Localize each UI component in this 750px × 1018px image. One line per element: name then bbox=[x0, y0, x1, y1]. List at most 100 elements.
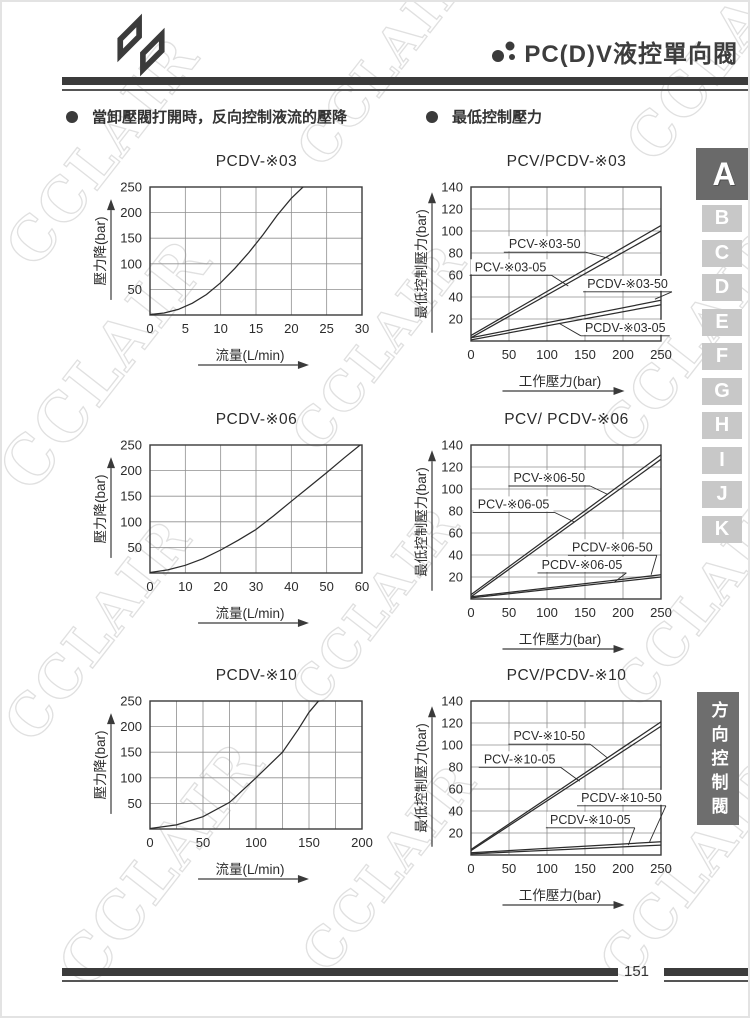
leader-line bbox=[560, 766, 580, 782]
series-line bbox=[471, 841, 661, 854]
leader-line bbox=[654, 291, 673, 300]
sidebar-tab-K: K bbox=[702, 515, 742, 543]
sidebar-tab-B: B bbox=[702, 205, 742, 232]
label-mask bbox=[578, 789, 665, 805]
x-tick-label: 20 bbox=[284, 321, 298, 336]
y-tick-label: 40 bbox=[449, 290, 463, 305]
y-axis-arrow-icon bbox=[428, 450, 436, 462]
series-line bbox=[471, 721, 661, 851]
footer-rule-thin-left bbox=[62, 980, 618, 982]
x-axis-label: 工作壓力(bar) bbox=[519, 632, 602, 647]
sidebar-tab-A: A bbox=[696, 148, 748, 200]
x-tick-label: 10 bbox=[213, 321, 227, 336]
y-axis-label: 最低控制壓力(bar) bbox=[414, 209, 429, 319]
section-title: 當卸壓閥打開時，反向控制液流的壓降 bbox=[92, 109, 348, 126]
label-mask bbox=[509, 470, 590, 485]
x-tick-label: 50 bbox=[196, 835, 210, 850]
y-tick-label: 20 bbox=[449, 312, 463, 327]
y-tick-label: 140 bbox=[441, 694, 463, 709]
chart-pcv-pcdv-x03: PCV/PCDV-※03 0 50 100 150 200 250 20 40 60 80 100 1… bbox=[407, 152, 712, 412]
series-label: PCDV-※03-50 bbox=[587, 277, 668, 291]
x-axis-label: 工作壓力(bar) bbox=[519, 888, 602, 903]
x-tick-label: 50 bbox=[502, 605, 516, 620]
y-axis-label: 壓力降(bar) bbox=[93, 730, 108, 799]
y-tick-label: 250 bbox=[120, 438, 142, 453]
x-tick-label: 100 bbox=[536, 605, 558, 620]
y-tick-label: 120 bbox=[441, 716, 463, 731]
x-tick-label: 200 bbox=[612, 347, 634, 362]
label-mask bbox=[584, 275, 671, 291]
leader-line bbox=[650, 555, 658, 575]
y-tick-label: 100 bbox=[120, 514, 142, 529]
x-tick-label: 15 bbox=[249, 321, 263, 336]
label-mask bbox=[504, 236, 585, 252]
sidebar-tab-E: E bbox=[702, 308, 742, 336]
x-axis-arrow-icon bbox=[297, 875, 309, 883]
series-line bbox=[471, 299, 661, 339]
page-title: PC(D)V液控單向閥 bbox=[524, 41, 738, 68]
chart-title: PCV/ PCDV-※06 bbox=[504, 411, 629, 428]
chart-svg: 0 50 100 150 200 250 20 40 60 80 100 120 140 PCV-※10-… bbox=[414, 694, 672, 909]
x-tick-label: 30 bbox=[355, 321, 369, 336]
x-tick-label: 30 bbox=[249, 579, 263, 594]
chart-svg: 0 50 100 150 200 250 20 40 60 80 100 120 140 PCV-※06-… bbox=[414, 438, 672, 653]
x-axis-arrow-icon bbox=[613, 901, 625, 909]
series-label: PCV-※03-05 bbox=[475, 260, 547, 274]
series-label: PCV-※06-05 bbox=[478, 497, 550, 511]
dots-icon bbox=[492, 41, 516, 62]
y-tick-label: 60 bbox=[449, 526, 463, 541]
section-heading-pressure-drop: 當卸壓閥打開時，反向控制液流的壓降 bbox=[66, 106, 347, 127]
leader-line bbox=[558, 323, 582, 337]
y-tick-label: 140 bbox=[441, 438, 463, 453]
y-axis-label: 最低控制壓力(bar) bbox=[414, 723, 429, 833]
chart-title: PCV/PCDV-※10 bbox=[506, 667, 627, 684]
y-tick-label: 40 bbox=[449, 804, 463, 819]
chart-svg: 0 50 100 150 200 250 20 40 60 80 100 120 140 PCV-※03-… bbox=[414, 180, 673, 395]
x-tick-label: 150 bbox=[574, 605, 596, 620]
x-tick-label: 250 bbox=[650, 347, 672, 362]
series-line bbox=[471, 458, 661, 598]
series-label: PCV-※10-05 bbox=[484, 752, 556, 766]
y-axis-label: 壓力降(bar) bbox=[93, 474, 108, 543]
x-axis-label: 工作壓力(bar) bbox=[519, 374, 602, 389]
leader-line bbox=[589, 485, 608, 495]
series-line bbox=[471, 224, 661, 337]
label-mask bbox=[546, 811, 634, 827]
section-title: 最低控制壓力 bbox=[452, 109, 543, 126]
series-line bbox=[471, 304, 661, 341]
chart-svg: 0 10 20 30 40 50 60 50 100 150 200 250 流量(L/min) 壓力降(… bbox=[93, 438, 369, 627]
y-tick-label: 200 bbox=[120, 463, 142, 478]
y-tick-label: 50 bbox=[128, 540, 142, 555]
chart-title: PCDV-※06 bbox=[215, 411, 298, 428]
series-label: PCV-※06-50 bbox=[513, 471, 585, 485]
series-label: PCDV-※10-05 bbox=[550, 813, 631, 827]
x-tick-label: 100 bbox=[245, 835, 267, 850]
chart-pcdv-x06: PCDV-※06 0 10 20 30 40 50 60 50 100 150 200 250 流量(L… bbox=[72, 410, 407, 643]
x-tick-label: 0 bbox=[467, 605, 474, 620]
y-axis-label: 最低控制壓力(bar) bbox=[414, 467, 429, 577]
x-tick-label: 200 bbox=[351, 835, 373, 850]
chart-pcv-pcdv-x10: PCV/PCDV-※10 0 50 100 150 200 250 20 40 60 80 100 1… bbox=[407, 666, 712, 926]
bullet-icon bbox=[426, 110, 438, 123]
sidebar-tab-J: J bbox=[702, 481, 742, 508]
page-header: PC(D)V液控單向閥 bbox=[491, 34, 738, 69]
y-tick-label: 100 bbox=[441, 482, 463, 497]
y-tick-label: 20 bbox=[449, 826, 463, 841]
chart-title: PCDV-※10 bbox=[215, 667, 298, 684]
section-heading-min-control-pressure: 最低控制壓力 bbox=[426, 106, 542, 127]
header-rule-thin bbox=[62, 89, 748, 91]
leader-line bbox=[589, 743, 609, 759]
series-label: PCDV-※06-50 bbox=[572, 540, 653, 554]
y-tick-label: 150 bbox=[120, 745, 142, 760]
footer-rule-thin-right bbox=[664, 980, 748, 982]
x-tick-label: 25 bbox=[319, 321, 333, 336]
series-label: PCDV-※03-05 bbox=[585, 321, 666, 335]
x-tick-label: 40 bbox=[284, 579, 298, 594]
label-mask bbox=[538, 556, 626, 572]
brand-logo bbox=[108, 12, 174, 78]
series-label: PCDV-※10-50 bbox=[581, 791, 662, 805]
series-label: PCDV-※06-05 bbox=[542, 558, 623, 572]
y-axis-label: 壓力降(bar) bbox=[93, 216, 108, 285]
x-tick-label: 150 bbox=[298, 835, 320, 850]
y-axis-arrow-icon bbox=[107, 713, 115, 725]
